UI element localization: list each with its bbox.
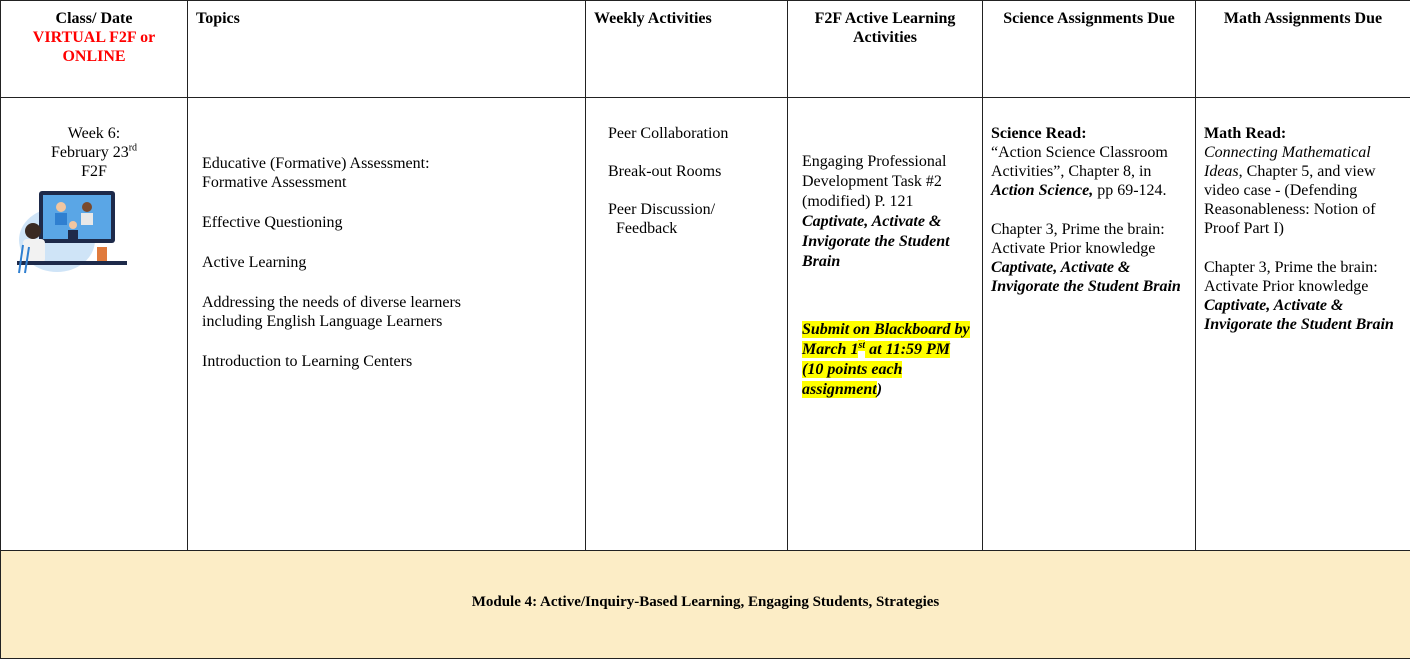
topic: Addressing the needs of diverse learners…	[202, 293, 577, 331]
topic-line: Educative (Formative) Assessment:	[202, 155, 430, 172]
weekly-activities-cell: Peer Collaboration Break-out Rooms Peer …	[586, 98, 788, 551]
header-text: Class/ Date	[9, 9, 179, 28]
header-text: Science Assignments Due	[1003, 10, 1175, 27]
chapter-text: Chapter 3, Prime the brain: Activate Pri…	[1204, 259, 1378, 295]
header-text: Math Assignments Due	[1224, 10, 1382, 27]
topic: Introduction to Learning Centers	[202, 352, 577, 371]
header-mode: VIRTUAL F2F or ONLINE	[9, 28, 179, 66]
header-text: Weekly Activities	[594, 10, 712, 27]
topics-cell: Educative (Formative) Assessment: Formati…	[188, 98, 586, 551]
reading-pages: pp 69-124.	[1093, 182, 1166, 199]
chapter-text: Chapter 3, Prime the brain: Activate Pri…	[991, 221, 1165, 257]
book-title: Captivate, Activate & Invigorate the Stu…	[802, 213, 950, 270]
header-text: F2F Active Learning Activities	[815, 10, 956, 46]
science-reading: Science Read: “Action Science Classroom A…	[991, 124, 1187, 200]
activity-line: Break-out Rooms	[608, 163, 721, 180]
f2f-cell: Engaging Professional Development Task #…	[788, 98, 983, 551]
topic: Active Learning	[202, 253, 577, 272]
science-chapter: Chapter 3, Prime the brain: Activate Pri…	[991, 220, 1187, 296]
module-row: Module 4: Active/Inquiry-Based Learning,…	[1, 551, 1410, 659]
week-row: Week 6: February 23rd F2F Educative (For…	[1, 98, 1410, 551]
topic-line: including English Language Learners	[202, 313, 442, 330]
math-chapter: Chapter 3, Prime the brain: Activate Pri…	[1204, 258, 1402, 334]
book-title: Captivate, Activate & Invigorate the Stu…	[991, 259, 1181, 295]
header-cell: Math Assignments Due	[1196, 1, 1410, 98]
activity-line: Peer Collaboration	[608, 125, 728, 142]
video-call-illustration	[17, 185, 127, 275]
math-reading: Math Read:Connecting Mathematical Ideas,…	[1204, 124, 1402, 238]
task: Engaging Professional Development Task #…	[802, 152, 974, 272]
science-cell: Science Read: “Action Science Classroom A…	[983, 98, 1196, 551]
math-cell: Math Read:Connecting Mathematical Ideas,…	[1196, 98, 1410, 551]
submit-close: )	[877, 381, 882, 398]
class-date-cell: Week 6: February 23rd F2F	[1, 98, 188, 551]
activity-line: Peer Discussion/	[608, 201, 715, 218]
date-text: February 23	[51, 144, 129, 161]
topic: Effective Questioning	[202, 213, 577, 232]
header-text: Topics	[196, 10, 240, 27]
book-title: Action Science,	[991, 182, 1093, 199]
header-row: Class/ Date VIRTUAL F2F or ONLINE Topics…	[1, 1, 1410, 98]
header-cell: Weekly Activities	[586, 1, 788, 98]
week: Week 6:	[9, 124, 179, 143]
activity-line: Feedback	[608, 220, 677, 237]
topic-line: Formative Assessment	[202, 174, 346, 191]
activity: Break-out Rooms	[608, 162, 779, 181]
mode: F2F	[9, 162, 179, 181]
task-text: Engaging Professional Development Task #…	[802, 153, 946, 210]
science-label: Science Read:	[991, 125, 1087, 142]
header-cell: F2F Active Learning Activities	[788, 1, 983, 98]
module-title: Module 4: Active/Inquiry-Based Learning,…	[472, 594, 940, 610]
header-cell: Class/ Date VIRTUAL F2F or ONLINE	[1, 1, 188, 98]
header-cell: Science Assignments Due	[983, 1, 1196, 98]
topic-line: Active Learning	[202, 254, 306, 271]
math-label: Math Read:	[1204, 125, 1286, 142]
topic-line: Introduction to Learning Centers	[202, 353, 412, 370]
book-title: Captivate, Activate & Invigorate the Stu…	[1204, 297, 1394, 333]
activity: Peer Collaboration	[608, 124, 779, 143]
topic: Educative (Formative) Assessment: Formati…	[202, 154, 577, 192]
date-suffix: rd	[129, 143, 137, 154]
topic-line: Addressing the needs of diverse learners	[202, 294, 461, 311]
topic-line: Effective Questioning	[202, 214, 343, 231]
module-cell: Module 4: Active/Inquiry-Based Learning,…	[1, 551, 1410, 659]
activity: Peer Discussion/Feedback	[608, 200, 779, 238]
header-cell: Topics	[188, 1, 586, 98]
submit-note: Submit on Blackboard by March 1st at 11:…	[802, 320, 974, 400]
reading-text: “Action Science Classroom Activities”, C…	[991, 144, 1168, 180]
date: February 23rd	[9, 143, 179, 162]
